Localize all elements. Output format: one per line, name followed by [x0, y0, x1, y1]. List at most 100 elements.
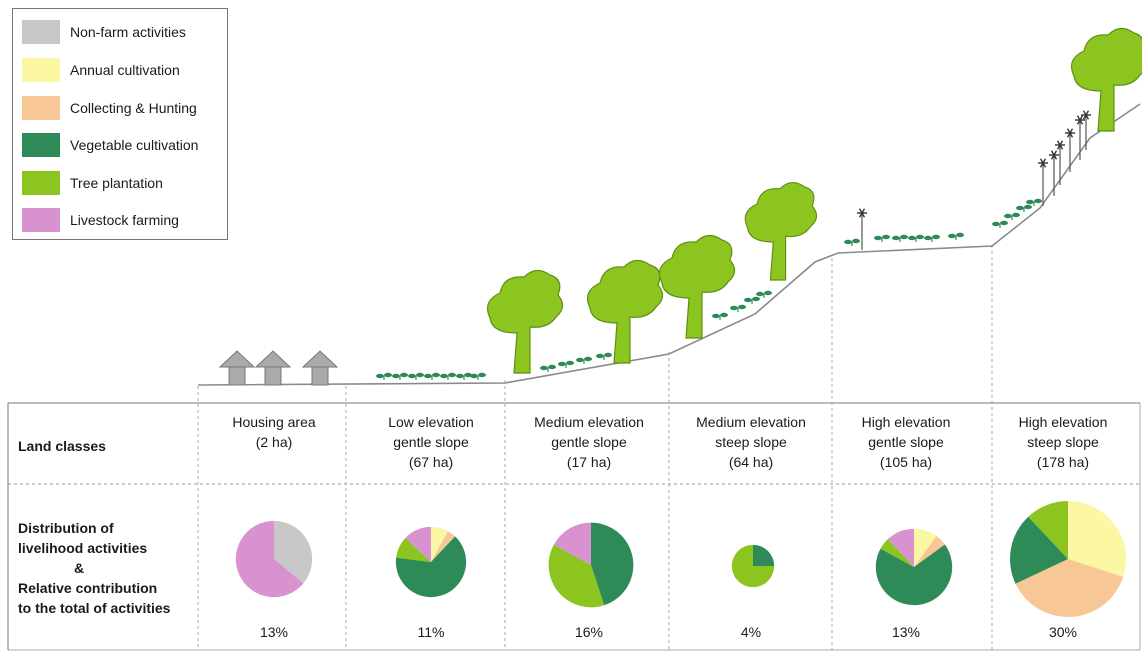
- share-high-gentle: 13%: [891, 624, 921, 640]
- land-class-line: Medium elevation: [696, 414, 806, 430]
- land-class-line: High elevation: [1018, 414, 1108, 430]
- legend-item-non-farm: Non-farm activities: [22, 18, 222, 46]
- pie-slice: [235, 520, 304, 598]
- legend: Non-farm activities Annual cultivation C…: [12, 8, 228, 240]
- palm-icon: [1055, 140, 1065, 185]
- seedling-icon: [1004, 212, 1020, 220]
- pie-slice: [753, 544, 775, 566]
- legend-label: Non-farm activities: [70, 24, 186, 40]
- house-icon: [254, 350, 292, 386]
- land-classes-title: Land classes: [18, 438, 106, 454]
- seedling-icon: [874, 234, 890, 242]
- pie-slice: [731, 544, 775, 588]
- pie-chart: [548, 522, 634, 608]
- seedling-icon: [540, 364, 556, 372]
- land-class-line: gentle slope: [393, 434, 469, 450]
- legend-swatch: [22, 208, 60, 232]
- seedling-icon: [376, 372, 392, 380]
- distribution-title-line: &: [74, 560, 85, 576]
- share-low-gentle: 11%: [417, 624, 445, 640]
- terrain-profile: [197, 103, 1141, 386]
- legend-label: Annual cultivation: [70, 62, 180, 78]
- seedling-icon: [992, 220, 1008, 228]
- land-class-line: (67 ha): [408, 454, 454, 470]
- tree-icon: [744, 182, 818, 281]
- legend-label: Vegetable cultivation: [70, 137, 199, 153]
- seedling-icon: [456, 372, 472, 380]
- house-icon: [301, 350, 339, 386]
- legend-label: Tree plantation: [70, 175, 163, 191]
- seedling-icon: [948, 232, 964, 240]
- land-class-line: (2 ha): [255, 434, 293, 450]
- land-class-line: (17 ha): [566, 454, 612, 470]
- pie-slice: [914, 536, 945, 567]
- pie-chart: [395, 526, 467, 598]
- land-class-medium-steep: Medium elevation steep slope (64 ha): [672, 412, 830, 472]
- legend-item-tree: Tree plantation: [22, 169, 222, 197]
- pie-charts: [235, 501, 1126, 617]
- seedling-icon: [1026, 198, 1042, 206]
- pie-slice: [1028, 501, 1068, 559]
- land-class-line: (178 ha): [1036, 454, 1090, 470]
- legend-swatch: [22, 96, 60, 120]
- pie-slice: [887, 528, 914, 567]
- palm-group: [857, 110, 1091, 250]
- pie-slice: [1009, 516, 1068, 584]
- house-icon: [218, 350, 256, 386]
- seedling-icon: [392, 372, 408, 380]
- tree-group: [487, 27, 1142, 374]
- pie-slice: [548, 544, 605, 608]
- pie-slice: [1015, 559, 1124, 617]
- land-class-line: gentle slope: [868, 434, 944, 450]
- land-class-line: Medium elevation: [534, 414, 644, 430]
- legend-swatch: [22, 20, 60, 44]
- palm-icon: [1049, 150, 1059, 196]
- land-class-line: Housing area: [232, 414, 316, 430]
- legend-item-vegetable: Vegetable cultivation: [22, 131, 222, 159]
- pie-chart: [1009, 501, 1126, 617]
- pie-slice: [914, 528, 937, 567]
- seedling-group: [376, 198, 1042, 380]
- legend-item-livestock: Livestock farming: [22, 206, 222, 234]
- land-class-high-gentle: High elevation gentle slope (105 ha): [827, 412, 985, 472]
- land-class-line: steep slope: [1027, 434, 1099, 450]
- palm-icon: [1038, 158, 1048, 206]
- distribution-title-line: livelihood activities: [18, 540, 148, 556]
- land-class-low-gentle: Low elevation gentle slope (67 ha): [352, 412, 510, 472]
- pie-slice: [880, 539, 914, 567]
- pie-slice: [431, 531, 456, 562]
- legend-swatch: [22, 133, 60, 157]
- seedling-icon: [558, 360, 574, 368]
- distribution-title: Distribution of livelihood activities & …: [18, 518, 196, 618]
- pie-slice: [431, 526, 448, 562]
- legend-label: Livestock farming: [70, 212, 179, 228]
- seedling-icon: [730, 304, 746, 312]
- legend-swatch: [22, 58, 60, 82]
- share-medium-steep: 4%: [740, 624, 762, 640]
- land-class-line: steep slope: [715, 434, 787, 450]
- land-class-medium-gentle: Medium elevation gentle slope (17 ha): [510, 412, 668, 472]
- pie-slice: [395, 536, 467, 598]
- table-frame: [7, 245, 1141, 651]
- seedling-icon: [924, 234, 940, 242]
- pie-slice: [274, 520, 313, 584]
- palm-icon: [1081, 110, 1091, 150]
- pie-slice: [875, 544, 953, 606]
- pie-chart: [731, 544, 775, 588]
- seedling-icon: [744, 296, 760, 304]
- tree-icon: [487, 269, 564, 374]
- seedling-icon: [408, 372, 424, 380]
- seedling-icon: [712, 312, 728, 320]
- legend-item-collecting: Collecting & Hunting: [22, 94, 222, 122]
- seedling-icon: [844, 238, 860, 246]
- land-class-line: (105 ha): [879, 454, 933, 470]
- palm-icon: [857, 208, 867, 250]
- share-medium-gentle: 16%: [574, 624, 604, 640]
- pie-chart: [235, 520, 313, 598]
- pie-slice: [1068, 501, 1126, 577]
- land-class-line: High elevation: [861, 414, 951, 430]
- share-high-steep: 30%: [1048, 624, 1078, 640]
- seedling-icon: [424, 372, 440, 380]
- palm-icon: [1075, 115, 1085, 160]
